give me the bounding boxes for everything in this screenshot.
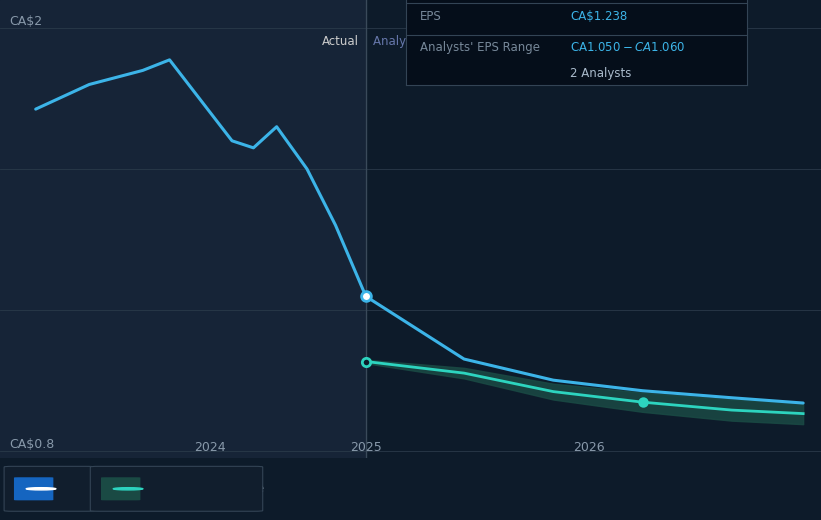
Text: Analysts' EPS Range: Analysts' EPS Range (144, 483, 264, 495)
Circle shape (113, 488, 143, 490)
Text: EPS: EPS (56, 483, 77, 495)
Text: Actual: Actual (322, 35, 359, 48)
Text: 2024: 2024 (194, 441, 226, 454)
Text: CA$1.050 - CA$1.060: CA$1.050 - CA$1.060 (570, 41, 686, 54)
Text: Analysts' EPS Range: Analysts' EPS Range (420, 41, 540, 54)
Bar (366, 0, 821, 458)
FancyBboxPatch shape (4, 466, 94, 511)
FancyBboxPatch shape (101, 477, 140, 500)
Text: Analysts Forecasts: Analysts Forecasts (373, 35, 483, 48)
Bar (0, 0, 366, 458)
Text: 2025: 2025 (350, 441, 382, 454)
Text: EPS: EPS (420, 10, 442, 23)
Text: 2026: 2026 (573, 441, 605, 454)
FancyBboxPatch shape (90, 466, 263, 511)
Text: 2 Analysts: 2 Analysts (570, 67, 631, 80)
Text: CA$0.8: CA$0.8 (9, 437, 54, 450)
Text: CA$1.238: CA$1.238 (570, 10, 627, 23)
Text: CA$2: CA$2 (9, 15, 42, 28)
Circle shape (26, 488, 56, 490)
FancyBboxPatch shape (14, 477, 53, 500)
